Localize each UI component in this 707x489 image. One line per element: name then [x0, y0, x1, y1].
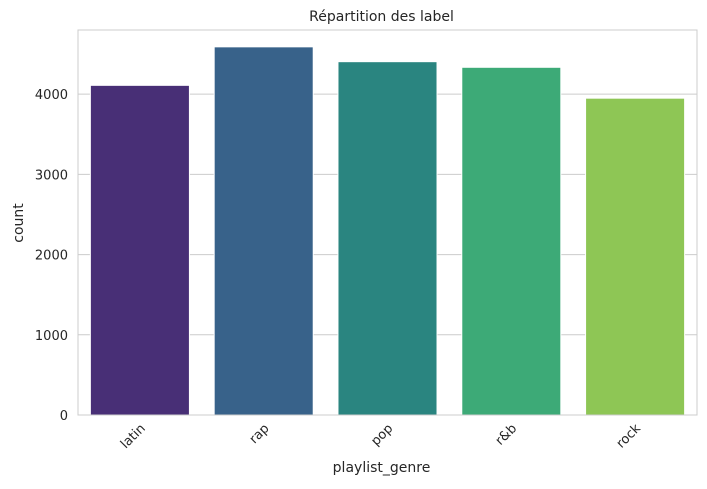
x-tick-label: pop	[368, 421, 396, 449]
x-tick-labels: latin rap pop r&b rock	[118, 421, 644, 452]
bar-rock	[585, 97, 686, 416]
y-tick-label: 0	[60, 409, 68, 424]
x-tick-label: rock	[614, 421, 645, 452]
bar-r-b	[461, 66, 562, 416]
y-tick-label: 4000	[35, 88, 68, 103]
x-tick-label: rap	[247, 421, 273, 447]
y-tick-labels: 0 1000 2000 3000 4000	[35, 88, 68, 424]
plot-frame	[77, 29, 698, 416]
x-tick-label: latin	[118, 421, 149, 452]
x-tick-label: r&b	[493, 421, 520, 448]
y-tick-label: 3000	[35, 168, 68, 183]
bar-rap	[213, 46, 314, 416]
chart-title: Répartition des label	[309, 9, 454, 25]
x-axis-label: playlist_genre	[333, 460, 431, 476]
bar-latin	[89, 84, 190, 416]
y-axis-label: count	[11, 203, 27, 243]
bar-pop	[337, 61, 438, 416]
y-tick-label: 2000	[35, 249, 68, 264]
y-tick-label: 1000	[35, 329, 68, 344]
bars	[89, 46, 686, 416]
